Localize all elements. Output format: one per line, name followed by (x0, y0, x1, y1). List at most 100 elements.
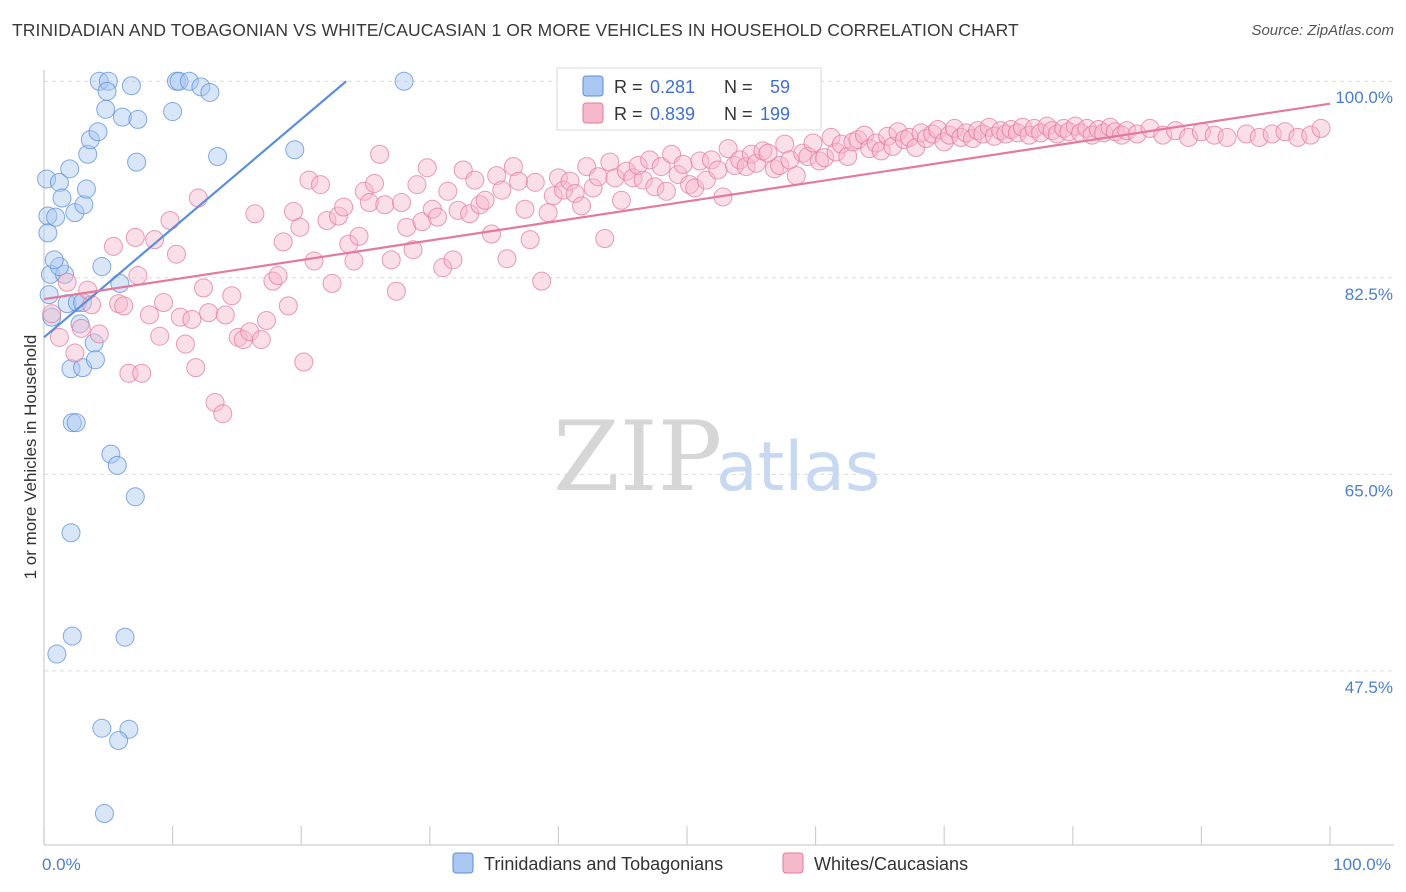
whites-point (145, 230, 165, 250)
whites-point (482, 224, 502, 244)
whites-point (560, 171, 580, 191)
whites-point (222, 286, 242, 306)
whites-point (736, 157, 756, 177)
trinidadians-trend-line (43, 80, 347, 339)
whites-point (417, 158, 437, 178)
whites-point (245, 204, 265, 224)
whites-point (1019, 125, 1039, 145)
trinidadians-point (98, 71, 118, 91)
whites-point (1301, 125, 1321, 145)
whites-point (899, 127, 919, 147)
whites-point (407, 175, 427, 195)
watermark: ZIP atlas (553, 401, 880, 513)
whites-point (1236, 124, 1256, 144)
whites-point (991, 121, 1011, 141)
whites-point (572, 196, 592, 216)
whites-point (583, 178, 603, 198)
whites-point (428, 207, 448, 227)
trinidadians-point (46, 207, 66, 227)
whites-point (492, 180, 512, 200)
trinidadians-point (88, 122, 108, 142)
trinidadians-point (38, 206, 58, 226)
whites-point (645, 177, 665, 197)
y-tick-label: 65.0% (1345, 481, 1393, 500)
whites-point (438, 181, 458, 201)
y-tick-label: 100.0% (1335, 88, 1393, 107)
whites-point (365, 173, 385, 193)
whites-point (515, 199, 535, 219)
whites-point (838, 146, 858, 166)
trinidadians-point (115, 627, 135, 647)
whites-point (786, 166, 806, 186)
y-tick-label: 47.5% (1345, 678, 1393, 697)
trinidadians-point (61, 523, 81, 543)
whites-point (764, 159, 784, 179)
whites-point (803, 133, 823, 153)
whites-point (193, 278, 213, 298)
trinidadians-point (112, 107, 132, 127)
whites-point (878, 126, 898, 146)
whites-point (509, 171, 529, 191)
whites-point (322, 273, 342, 293)
whites-point (150, 326, 170, 346)
trinidadians-point (62, 626, 82, 646)
trinidadians-point (107, 455, 127, 475)
whites-point (310, 175, 330, 195)
whites-point (186, 358, 206, 378)
whites-point (251, 330, 271, 350)
whites-point (843, 132, 863, 152)
chart-source: Source: ZipAtlas.com (1251, 22, 1394, 39)
trinidadians-point (47, 644, 67, 664)
trinidadians-point (49, 172, 69, 192)
trinidadians-point (92, 718, 112, 738)
trinidadians-point (76, 179, 96, 199)
whites-point (89, 324, 109, 344)
y-axis-label: 1 or more Vehicles in Household (21, 335, 40, 580)
whites-point (1042, 121, 1062, 141)
whites-point (299, 170, 319, 190)
whites-point (588, 167, 608, 187)
whites-point (753, 141, 773, 161)
trinidadians-point (94, 804, 114, 824)
legend-swatch-trinidadians (452, 852, 474, 874)
trinidadians-point (97, 81, 117, 101)
trinidadians-point (121, 76, 141, 96)
whites-point (344, 251, 364, 271)
whites-point (611, 190, 631, 210)
trinidadians-point (92, 257, 112, 277)
trinidadians-point (84, 333, 104, 353)
whites-point (215, 305, 235, 325)
whites-point (595, 228, 615, 248)
whites-point (359, 193, 379, 213)
whites-point (894, 130, 914, 150)
stats-n-value-whites: 199 (760, 104, 790, 124)
whites-point (888, 122, 908, 142)
whites-point (433, 258, 453, 278)
whites-point (42, 304, 62, 324)
whites-point (1249, 127, 1269, 147)
whites-point (334, 197, 354, 217)
chart-title: TRINIDADIAN AND TOBAGONIAN VS WHITE/CAUC… (12, 20, 1019, 40)
series-whites-points (42, 116, 1331, 424)
legend-label-trinidadians: Trinidadians and Tobagonians (484, 854, 723, 874)
whites-point (109, 294, 129, 314)
whites-point (82, 295, 102, 315)
trinidadians-point (37, 169, 57, 189)
whites-point (708, 160, 728, 180)
whites-point (205, 392, 225, 412)
whites-point (228, 327, 248, 347)
stats-n-label-trinidadians: N = (724, 77, 753, 97)
whites-point (487, 166, 507, 186)
whites-point (290, 217, 310, 237)
whites-point (182, 309, 202, 329)
whites-point (718, 139, 738, 159)
whites-point (525, 172, 545, 192)
stats-box: R = 0.281 N = 59 R = 0.839 N = 199 (556, 67, 822, 131)
trinidadians-point (101, 444, 121, 464)
whites-point (403, 240, 423, 260)
whites-point (701, 150, 721, 170)
whites-point (939, 125, 959, 145)
whites-point (685, 178, 705, 198)
stats-swatch-whites (582, 102, 604, 124)
trinidadians-point (60, 159, 80, 179)
